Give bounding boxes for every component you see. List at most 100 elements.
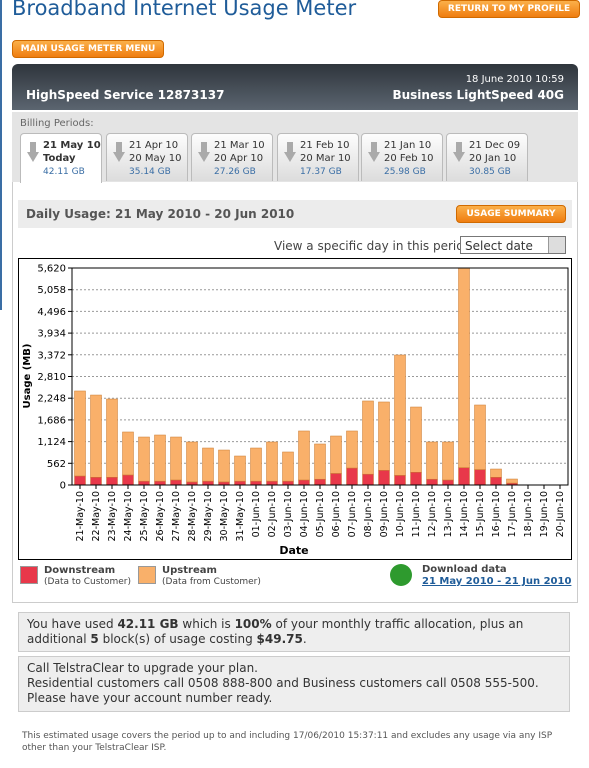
profile-button[interactable]: RETURN TO MY PROFILE xyxy=(438,0,580,18)
x-tick-label: 12-Jun-10 xyxy=(427,491,438,537)
call-line: Please have your account number ready. xyxy=(27,691,273,705)
legend-swatch xyxy=(138,566,156,584)
account-service: HighSpeed Service 12873137 xyxy=(26,88,225,102)
message-part: 100% xyxy=(234,617,272,631)
plot-frame xyxy=(71,267,569,486)
x-tick-label: 26-May-10 xyxy=(155,491,166,542)
billing-tab[interactable]: 21 Mar 10 20 Apr 10 27.26 GB xyxy=(191,133,273,181)
x-tick-label: 18-Jun-10 xyxy=(523,491,534,537)
bar-segment xyxy=(330,435,342,474)
bar-segment xyxy=(74,390,86,477)
summary-button[interactable]: USAGE SUMMARY xyxy=(456,205,566,223)
call-line: Residential customers call 0508 888-800 … xyxy=(27,676,539,690)
tab-to: Today xyxy=(43,153,76,164)
x-tick-label: 10-Jun-10 xyxy=(395,491,406,537)
billing-tab[interactable]: 21 Feb 10 20 Mar 10 17.37 GB xyxy=(277,133,359,181)
bar-segment xyxy=(170,436,182,481)
bar-segment xyxy=(378,401,390,471)
bar-segment xyxy=(122,474,134,486)
message-part: block(s) of usage costing xyxy=(98,632,257,646)
y-tick-label: 5,620 xyxy=(37,264,66,275)
date-select[interactable]: Select date xyxy=(460,236,566,254)
message-part: of your monthly traffic allocation, plus… xyxy=(27,617,524,646)
y-tick-label: 1,124 xyxy=(37,437,66,448)
tab-to: 20 May 10 xyxy=(129,153,182,164)
bar-segment xyxy=(362,400,374,475)
y-tick-label: 1,686 xyxy=(37,415,66,426)
x-tick-label: 13-Jun-10 xyxy=(443,491,454,537)
message-part: 42.11 GB xyxy=(117,617,179,631)
billing-tab[interactable]: 21 May 10 Today 42.11 GB xyxy=(20,133,102,183)
bar-segment xyxy=(378,470,390,486)
x-tick-label: 30-May-10 xyxy=(219,491,230,542)
account-plan: Business LightSpeed 40G xyxy=(392,88,564,102)
select-arrow[interactable] xyxy=(548,237,565,253)
message-part: You have used xyxy=(27,617,118,631)
bar-segment xyxy=(330,473,342,486)
bar-segment xyxy=(106,398,118,478)
select-text: Select date xyxy=(465,239,533,253)
y-tick-label: 3,934 xyxy=(37,329,66,340)
bar-segment xyxy=(442,479,454,486)
download-link[interactable]: 21 May 2010 - 21 Jun 2010 xyxy=(422,576,572,587)
x-tick-label: 31-May-10 xyxy=(235,491,246,542)
tab-arrow xyxy=(198,142,210,162)
billing-tab[interactable]: 21 Apr 10 20 May 10 35.14 GB xyxy=(106,133,188,181)
tab-to: 20 Jan 10 xyxy=(469,153,517,164)
daily-header: Daily Usage: 21 May 2010 - 20 Jun 2010 U… xyxy=(18,200,572,228)
x-tick-label: 01-Jun-10 xyxy=(251,491,262,537)
bar-segment xyxy=(90,477,102,486)
bar-segment xyxy=(234,480,246,486)
x-tick-label: 07-Jun-10 xyxy=(347,491,358,537)
y-tick-label: 3,372 xyxy=(37,350,66,361)
y-axis-label: Usage (MB) xyxy=(22,344,33,409)
main-box xyxy=(12,182,578,603)
bar-segment xyxy=(138,436,150,482)
bar-segment xyxy=(122,431,134,476)
message-part: $49.75 xyxy=(256,632,303,646)
x-tick-label: 19-Jun-10 xyxy=(539,491,550,537)
bar-segment xyxy=(186,441,198,483)
y-tick-label: 2,248 xyxy=(37,394,66,405)
bar-segment xyxy=(394,354,406,476)
x-tick-label: 03-Jun-10 xyxy=(283,491,294,537)
bar-segment xyxy=(426,478,438,486)
tab-from: 21 Jan 10 xyxy=(384,140,432,151)
bar-segment xyxy=(346,467,358,486)
tab-usage: 35.14 GB xyxy=(129,167,171,177)
bar-segment xyxy=(490,477,502,486)
bar-segment xyxy=(474,469,486,486)
billing-tab[interactable]: 21 Dec 09 20 Jan 10 30.85 GB xyxy=(446,133,528,181)
tab-usage: 17.37 GB xyxy=(300,167,342,177)
left-rule xyxy=(0,0,2,310)
x-tick-label: 04-Jun-10 xyxy=(299,491,310,537)
bar-segment xyxy=(442,441,454,481)
bar-segment xyxy=(314,443,326,480)
bar-segment xyxy=(346,430,358,469)
bar-segment xyxy=(154,480,166,486)
bar-segment xyxy=(314,478,326,486)
tab-arrow xyxy=(453,142,465,162)
tab-to: 20 Mar 10 xyxy=(300,153,351,164)
bar-segment xyxy=(90,394,102,478)
y-tick-label: 2,810 xyxy=(37,372,66,383)
tab-arrow xyxy=(368,142,380,162)
tab-usage: 30.85 GB xyxy=(469,167,511,177)
x-tick-label: 06-Jun-10 xyxy=(331,491,342,537)
menu-button[interactable]: MAIN USAGE METER MENU xyxy=(12,40,164,58)
call-line: Call TelstraClear to upgrade your plan. xyxy=(27,661,258,675)
account-date: 18 June 2010 10:59 xyxy=(465,74,564,85)
tab-arrow xyxy=(113,142,125,162)
bar-segment xyxy=(298,479,310,486)
bar-segment xyxy=(490,468,502,478)
page-title: Broadband Internet Usage Meter xyxy=(12,0,357,20)
bar-segment xyxy=(202,480,214,486)
x-tick-label: 20-Jun-10 xyxy=(555,491,566,537)
y-tick-label: 562 xyxy=(47,459,66,470)
billing-tab[interactable]: 21 Jan 10 20 Feb 10 25.98 GB xyxy=(361,133,443,181)
tab-from: 21 Feb 10 xyxy=(300,140,350,151)
bar-segment xyxy=(170,479,182,486)
download-icon[interactable] xyxy=(390,564,412,586)
tab-from: 21 Mar 10 xyxy=(214,140,265,151)
